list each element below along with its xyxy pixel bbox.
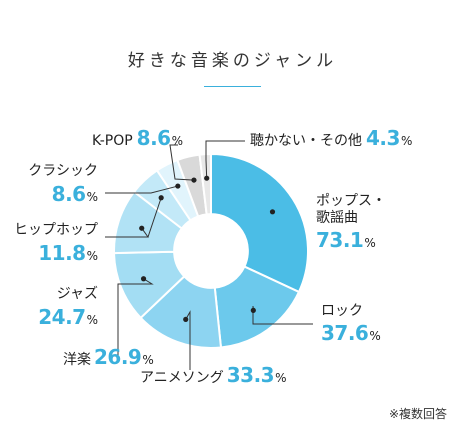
slice-marker-classic: [175, 183, 181, 189]
leader-line-yogaku: [117, 278, 154, 358]
value-label-anime: 33.3: [226, 363, 275, 387]
slice-marker-kpop: [191, 177, 197, 183]
leader-line-other: [205, 140, 245, 179]
donut-slice-pops: [210, 152, 309, 294]
label-yogaku: 洋楽 26.9%: [63, 347, 154, 367]
leader-line-classic: [105, 185, 178, 194]
donut-slice-other: [198, 152, 212, 216]
category-label-hiphop: ヒップホップ: [14, 222, 98, 238]
unit-label: %: [86, 190, 98, 204]
unit-label: %: [275, 371, 287, 385]
donut-slice-rock: [213, 265, 301, 349]
slice-marker-anime: [183, 316, 189, 323]
label-pops: ポップス・ 歌謡曲 73.1%: [316, 194, 386, 250]
title-underline: [204, 86, 261, 87]
leader-line-anime: [185, 310, 191, 370]
slice-marker-rock: [250, 307, 256, 313]
slice-marker-other: [204, 175, 210, 181]
value-label-classic: 8.6: [51, 182, 86, 206]
slice-marker-jazz: [139, 225, 145, 231]
value-label-hiphop: 11.8: [38, 241, 86, 265]
category-label-rock: ロック: [321, 303, 363, 319]
slice-marker-yogaku: [140, 276, 147, 282]
unit-label: %: [86, 249, 98, 263]
value-label-other: 4.3: [366, 126, 400, 150]
category-label-pops-2: 歌謡曲: [316, 210, 358, 226]
label-hiphop: ヒップホップ 11.8%: [0, 223, 98, 263]
label-anime: アニメソング 33.3%: [140, 365, 287, 385]
unit-label: %: [364, 236, 376, 250]
category-label-jazz: ジャズ: [56, 286, 98, 302]
category-label-yogaku: 洋楽: [63, 352, 91, 368]
label-kpop: K-POP 8.6%: [92, 128, 183, 148]
value-label-rock: 37.6: [321, 321, 369, 345]
label-jazz: ジャズ 24.7%: [28, 287, 98, 327]
label-classic: クラシック 8.6%: [10, 164, 98, 204]
slice-marker-pops: [269, 209, 276, 215]
unit-label: %: [86, 313, 98, 327]
slice-marker-hiphop: [158, 195, 164, 201]
unit-label: %: [400, 134, 413, 148]
footnote: ※複数回答: [388, 407, 447, 421]
label-rock: ロック 37.6%: [321, 304, 381, 343]
category-label-classic: クラシック: [28, 163, 98, 179]
leader-line-hiphop: [105, 197, 162, 238]
unit-label: %: [171, 134, 184, 148]
value-label-pops: 73.1: [316, 228, 364, 252]
label-other: 聴かない・その他 4.3%: [250, 128, 412, 148]
category-label-pops-1: ポップス・: [316, 193, 386, 209]
value-label-kpop: 8.6: [136, 126, 171, 150]
category-label-kpop: K-POP: [92, 133, 133, 149]
value-label-yogaku: 26.9: [94, 345, 142, 369]
value-label-jazz: 24.7: [38, 305, 86, 329]
category-label-anime: アニメソング: [140, 370, 224, 386]
unit-label: %: [369, 329, 381, 343]
leader-line-kpop: [169, 144, 194, 181]
category-label-other: 聴かない・その他: [250, 133, 362, 149]
unit-label: %: [142, 353, 154, 367]
chart-title: 好きな音楽のジャンル: [127, 51, 338, 71]
